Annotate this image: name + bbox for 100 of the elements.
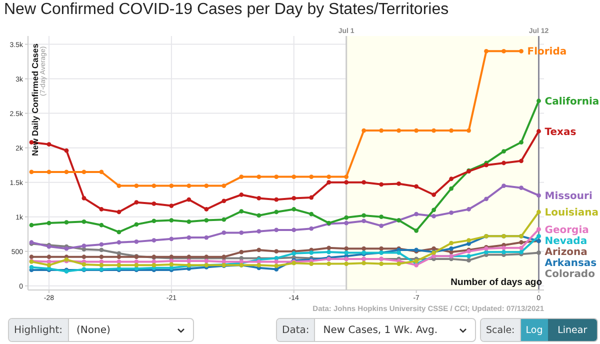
point	[379, 128, 384, 133]
point	[134, 222, 139, 227]
point	[414, 228, 419, 233]
point	[274, 260, 279, 264]
point	[326, 174, 332, 180]
point	[152, 238, 156, 243]
point	[519, 240, 524, 245]
point	[362, 128, 366, 133]
point	[396, 262, 402, 266]
text: Log	[520, 319, 548, 341]
point	[82, 254, 86, 260]
series-label: Georgia	[544, 224, 589, 236]
point	[449, 186, 454, 191]
point	[186, 184, 192, 188]
text: New Cases, 1 Wk. Avg.	[323, 324, 438, 336]
point	[536, 250, 541, 255]
point	[396, 128, 402, 133]
point	[116, 254, 122, 260]
point	[186, 219, 192, 224]
point	[82, 244, 86, 248]
point	[379, 182, 384, 187]
point	[449, 128, 454, 133]
point	[309, 212, 314, 216]
point	[256, 262, 262, 268]
point	[256, 229, 262, 234]
point	[134, 200, 139, 205]
point	[502, 48, 506, 54]
point	[82, 196, 86, 200]
point	[536, 234, 541, 238]
point	[432, 128, 436, 133]
point	[186, 235, 192, 240]
point	[222, 198, 226, 204]
point	[204, 207, 209, 212]
point	[344, 180, 349, 185]
point	[502, 250, 506, 254]
point	[204, 235, 209, 240]
point	[46, 142, 52, 147]
point	[449, 210, 454, 215]
point	[239, 250, 244, 254]
series-label: Florida	[527, 46, 567, 58]
point	[64, 220, 69, 225]
point	[169, 204, 174, 208]
point	[309, 226, 314, 231]
text: Highlight:	[9, 319, 69, 341]
point	[169, 218, 174, 222]
point	[99, 242, 104, 247]
point	[344, 246, 349, 251]
point	[116, 240, 122, 245]
series-label: Arizona	[544, 246, 588, 258]
point	[344, 215, 349, 220]
point	[466, 128, 471, 133]
point	[134, 184, 139, 188]
point	[152, 218, 156, 224]
point	[222, 184, 226, 188]
point	[29, 265, 34, 270]
x-axis-title: Number of days ago	[450, 277, 542, 288]
point	[432, 214, 436, 218]
point	[344, 262, 349, 266]
point	[116, 184, 122, 188]
point	[186, 258, 192, 264]
text: Linear	[548, 319, 597, 341]
point	[379, 246, 384, 251]
point	[134, 262, 139, 268]
series-label: Nevada	[544, 236, 588, 247]
point	[99, 254, 104, 260]
point	[64, 170, 69, 174]
point	[466, 207, 471, 212]
text: (None)	[76, 324, 110, 336]
point	[186, 197, 192, 202]
point	[309, 174, 314, 180]
point	[256, 196, 262, 200]
point	[116, 210, 122, 214]
point	[362, 213, 366, 218]
text: Scale:	[481, 319, 521, 341]
point	[432, 192, 436, 197]
point	[414, 128, 419, 133]
point	[326, 180, 332, 185]
point	[379, 262, 384, 266]
point	[169, 236, 174, 242]
point	[134, 239, 139, 244]
point	[362, 218, 366, 224]
point	[379, 224, 384, 228]
point	[466, 238, 471, 243]
series-label: Texas	[544, 126, 576, 138]
point	[99, 248, 104, 252]
point	[239, 209, 244, 214]
point	[46, 170, 52, 174]
point	[344, 250, 349, 255]
point	[292, 207, 296, 212]
point	[222, 230, 226, 235]
point	[379, 214, 384, 220]
point	[326, 262, 332, 266]
point	[99, 262, 104, 268]
point	[536, 227, 541, 232]
point	[274, 228, 279, 232]
point	[46, 254, 52, 260]
y-axis-title: New Daily Confirmed Cases	[30, 44, 40, 156]
point	[116, 230, 122, 234]
point	[239, 192, 244, 197]
point	[432, 208, 436, 212]
